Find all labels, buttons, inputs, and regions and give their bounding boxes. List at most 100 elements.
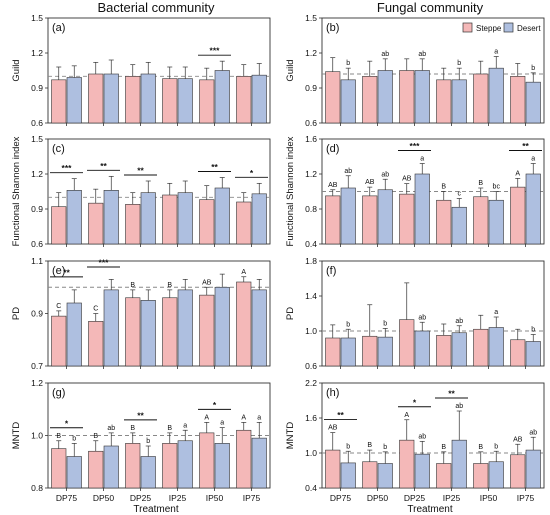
bar-desert-dp75 [340, 79, 356, 124]
bar-steppe-dp25 [125, 204, 141, 245]
significance-letter: A [241, 269, 246, 276]
bar-desert-ip25 [177, 78, 193, 124]
significance-stars: ** [100, 161, 107, 171]
bar-desert-ip50 [488, 327, 504, 367]
significance-letter: B [167, 282, 172, 289]
bar-steppe-ip25 [162, 443, 178, 489]
significance-letter: A [404, 412, 409, 419]
bar-steppe-ip50 [473, 328, 489, 367]
y-tick-label: 1.0 [31, 431, 43, 441]
significance-letter: C [93, 306, 98, 313]
significance-letter: B [441, 184, 446, 191]
bar-steppe-ip25 [162, 194, 178, 245]
y-axis-title: MNTD [11, 422, 22, 450]
significance-letter: A [241, 414, 246, 421]
bar-desert-dp25 [140, 300, 156, 367]
significance-letter: b [383, 320, 387, 327]
significance-stars: ** [448, 389, 455, 399]
bar-desert-dp50 [103, 73, 119, 124]
significance-letter: B [56, 433, 61, 440]
significance-letter: ab [418, 51, 426, 58]
significance-letter: a [220, 420, 224, 427]
y-tick-label: 1.2 [31, 48, 43, 58]
bar-desert-ip25 [451, 332, 467, 367]
plot-frame [47, 138, 271, 245]
significance-stars: *** [210, 46, 221, 56]
panel-d: 0.4 0.8 1.2 1.6 Functional Shannon index (d) A… [285, 134, 545, 249]
significance-letter: b [494, 443, 498, 450]
bar-steppe-dp50 [88, 202, 104, 245]
bar-steppe-ip75 [236, 76, 252, 124]
y-tick-label: 0.9 [31, 309, 43, 319]
bar-desert-dp25 [414, 173, 430, 245]
legend-swatch-steppe [462, 22, 473, 33]
y-axis-title: Guild [11, 59, 22, 81]
y-tick-label: 1.6 [305, 413, 317, 423]
y-tick-label: 0.9 [31, 204, 43, 214]
x-tick-label: DP25 [404, 493, 426, 503]
bar-steppe-ip50 [473, 73, 489, 124]
significance-stars: *** [99, 258, 110, 268]
bar-desert-ip75 [525, 341, 541, 367]
significance-letter: AB [328, 425, 338, 432]
bar-desert-ip25 [451, 206, 467, 245]
panel-a: 0.6 0.9 1.2 1.5 Guild (a) *** [11, 13, 271, 128]
bar-steppe-ip75 [236, 201, 252, 245]
panel-label: (c) [52, 143, 65, 155]
y-tick-label: 1.2 [31, 169, 43, 179]
y-tick-label: 0.6 [305, 118, 317, 128]
y-tick-label: 0.8 [31, 483, 43, 493]
bar-desert-ip75 [251, 74, 267, 124]
y-tick-label: 1.6 [305, 134, 317, 144]
bar-steppe-ip50 [199, 79, 215, 124]
significance-letter: a [183, 422, 187, 429]
bar-steppe-dp25 [125, 297, 141, 367]
bar-desert-dp75 [340, 187, 356, 245]
bar-steppe-ip75 [510, 76, 526, 124]
panel-label: (g) [52, 387, 65, 399]
significance-letter: a [531, 156, 535, 163]
significance-letter: B [130, 282, 135, 289]
significance-stars: *** [62, 163, 73, 173]
significance-letter: AB [365, 179, 375, 186]
bar-steppe-ip75 [510, 339, 526, 367]
bar-steppe-ip25 [436, 199, 452, 245]
x-axis-title-right: Treatment [407, 504, 452, 515]
significance-letter: a [494, 309, 498, 316]
bar-steppe-dp50 [362, 461, 378, 489]
x-tick-label: DP50 [93, 493, 115, 503]
bar-desert-dp25 [140, 456, 156, 489]
bar-desert-ip25 [451, 439, 467, 489]
bar-desert-ip25 [177, 192, 193, 245]
x-tick-label: IP25 [443, 493, 461, 503]
significance-letter: B [130, 425, 135, 432]
bar-steppe-ip25 [162, 297, 178, 367]
bar-steppe-dp75 [51, 206, 67, 245]
significance-letter: a [494, 49, 498, 56]
significance-stars: ** [522, 141, 529, 151]
significance-letter: ab [344, 168, 352, 175]
bar-desert-ip75 [525, 81, 541, 124]
significance-letter: ab [455, 403, 463, 410]
panel-label: (e) [52, 265, 65, 277]
y-tick-label: 1.2 [305, 48, 317, 58]
bar-desert-ip75 [251, 437, 267, 489]
y-tick-label: 1.4 [305, 291, 317, 301]
y-axis-title: PD [11, 307, 22, 320]
bar-steppe-ip25 [162, 78, 178, 124]
bar-desert-dp75 [66, 302, 82, 367]
bar-desert-ip50 [214, 443, 230, 489]
bar-steppe-dp75 [325, 449, 341, 489]
panel-label: (a) [52, 22, 65, 34]
bar-steppe-ip75 [236, 429, 252, 489]
significance-letter: B [478, 444, 483, 451]
bar-steppe-dp75 [51, 448, 67, 489]
legend-label-desert: Desert [517, 24, 541, 33]
y-tick-label: 1.5 [31, 134, 43, 144]
bar-steppe-dp50 [88, 321, 104, 367]
y-tick-label: 1.8 [305, 256, 317, 266]
x-axis-title-left: Treatment [133, 504, 178, 515]
